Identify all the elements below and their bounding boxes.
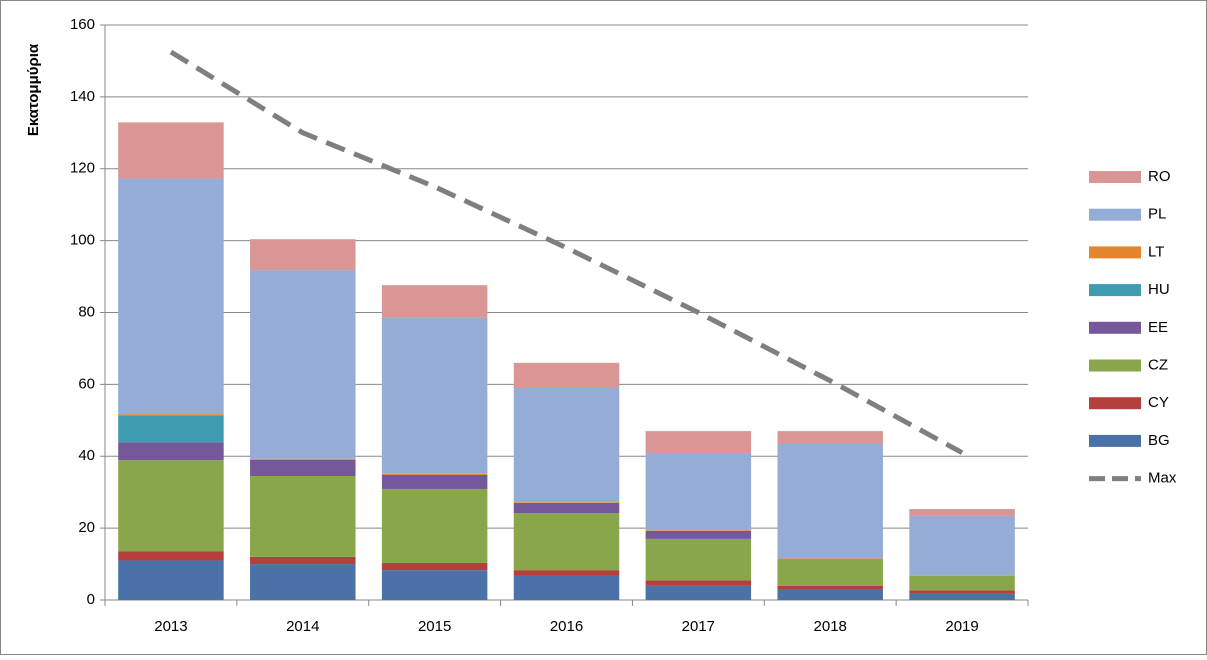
bar-segment (513, 513, 620, 571)
bar-segment (645, 538, 752, 581)
bar-segment (513, 502, 620, 514)
bar-segment (250, 239, 356, 271)
bar-segment (777, 444, 883, 559)
x-tick-label: 2013 (154, 618, 187, 635)
bar-segment (250, 459, 356, 477)
bar-segment (513, 502, 620, 503)
bar-segment (381, 562, 488, 571)
y-axis-label: Εκατομμύρια (25, 43, 42, 136)
bar-segment (645, 431, 752, 454)
bar-segment (777, 558, 883, 560)
bar-segment (250, 270, 356, 459)
legend-label: PL (1148, 206, 1166, 223)
legend-swatch (1089, 246, 1141, 259)
x-tick-label: 2019 (945, 618, 978, 635)
y-tick-label: 120 (70, 160, 95, 177)
bar-segment (909, 515, 1015, 576)
bar-segment (513, 575, 620, 600)
legend-swatch (1089, 397, 1141, 410)
y-tick-label: 20 (78, 519, 95, 536)
bar-segment (381, 488, 488, 563)
bar-segment (118, 560, 224, 600)
bar-segment (513, 362, 620, 388)
legend-label: Max (1148, 470, 1177, 487)
bar-segment (118, 414, 224, 416)
bar-segment (777, 585, 883, 590)
y-tick-label: 100 (70, 232, 95, 249)
legend-label: BG (1148, 432, 1170, 449)
bar-segment (381, 473, 488, 475)
bar-segment (909, 590, 1015, 594)
y-tick-label: 60 (78, 375, 95, 392)
legend-label: CY (1148, 394, 1169, 411)
bar-segment (381, 285, 488, 318)
legend-swatch (1089, 434, 1141, 447)
legend-label: RO (1148, 168, 1171, 185)
bar-segment (118, 460, 224, 552)
legend-swatch (1089, 171, 1141, 183)
bar-segment (645, 585, 752, 600)
legend-swatch (1089, 359, 1141, 372)
legend-label: HU (1148, 281, 1170, 298)
bar-segment (645, 453, 752, 531)
bar-segment (777, 559, 883, 586)
bar-segment (381, 474, 488, 489)
bar-segment (118, 122, 224, 179)
legend-label: CZ (1148, 356, 1168, 373)
bar-segment (645, 530, 752, 531)
legend-label: EE (1148, 319, 1168, 336)
max-line (169, 49, 964, 455)
y-tick-label: 40 (78, 447, 95, 464)
bar-segment (118, 551, 224, 561)
y-tick-label: 140 (70, 88, 95, 105)
bar-segment (250, 564, 356, 600)
bar-segment (777, 589, 883, 600)
bar-segment (250, 476, 356, 557)
x-tick-label: 2017 (682, 618, 715, 635)
x-tick-label: 2016 (550, 618, 583, 635)
bar-segment (513, 387, 620, 503)
bar-segment (645, 580, 752, 586)
y-tick-label: 160 (70, 16, 95, 33)
bar-segment (909, 575, 1015, 576)
x-tick-label: 2015 (418, 618, 451, 635)
bar-segment (645, 531, 752, 539)
bar-segment (118, 415, 224, 443)
bar-segment (909, 575, 1015, 591)
bar-segment (513, 570, 620, 576)
bar-segment (250, 556, 356, 565)
bar-segment (118, 178, 224, 415)
legend-label: LT (1148, 243, 1164, 260)
y-tick-label: 0 (87, 591, 95, 608)
x-tick-label: 2014 (286, 618, 319, 635)
legend-swatch (1089, 208, 1141, 221)
bar-segment (909, 509, 1015, 516)
bar-segment (777, 431, 883, 445)
bar-segment (381, 317, 488, 474)
bar-segment (118, 442, 224, 461)
x-tick-label: 2018 (814, 618, 847, 635)
bar-segment (909, 593, 1015, 600)
y-tick-label: 80 (78, 303, 95, 320)
legend-swatch (1089, 284, 1141, 297)
legend-swatch (1089, 321, 1141, 334)
bar-segment (381, 570, 488, 600)
bar-segment (250, 458, 356, 460)
